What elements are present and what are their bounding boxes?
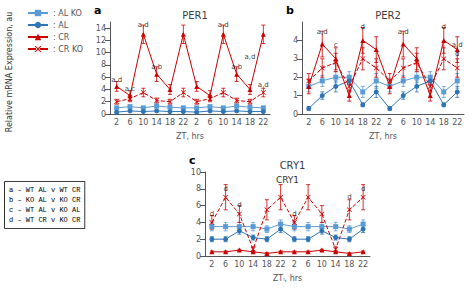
svg-text:14: 14: [248, 260, 258, 269]
svg-text:a – WT AL v WT CR: a – WT AL v WT CR: [9, 186, 81, 194]
svg-text:c: c: [334, 41, 338, 49]
svg-text:CRY1: CRY1: [276, 175, 299, 185]
svg-text:14: 14: [331, 260, 341, 269]
svg-text:d: d: [210, 210, 214, 218]
svg-text:12: 12: [96, 36, 106, 45]
svg-text:22: 22: [452, 118, 462, 127]
svg-text:2: 2: [114, 118, 119, 127]
svg-text:8: 8: [196, 184, 201, 193]
svg-text:22: 22: [371, 118, 381, 127]
svg-text:3: 3: [293, 54, 298, 63]
svg-text:2: 2: [194, 118, 199, 127]
svg-text:a,c: a,c: [125, 85, 136, 93]
svg-text:2: 2: [293, 73, 298, 82]
svg-text:d: d: [442, 23, 446, 31]
svg-text:10: 10: [138, 118, 148, 127]
svg-text:22: 22: [258, 118, 268, 127]
svg-text:10: 10: [234, 260, 244, 269]
svg-text:6: 6: [101, 73, 106, 82]
svg-text:: AL: : AL: [53, 21, 69, 30]
svg-text:18: 18: [439, 118, 449, 127]
svg-text:18: 18: [165, 118, 175, 127]
svg-text:0: 0: [293, 110, 298, 119]
svg-text:14: 14: [152, 118, 162, 127]
svg-text:14: 14: [344, 118, 354, 127]
svg-text:14: 14: [425, 118, 435, 127]
svg-text:10: 10: [412, 118, 422, 127]
svg-text:6: 6: [223, 260, 228, 269]
svg-text:2: 2: [209, 260, 214, 269]
svg-text:d: d: [223, 185, 227, 193]
svg-text:d: d: [361, 23, 365, 31]
svg-text:a,d: a,d: [258, 81, 269, 89]
svg-text:10: 10: [218, 118, 228, 127]
svg-text:b: b: [286, 4, 294, 17]
svg-text:4: 4: [196, 218, 201, 227]
svg-text:ZTᵢ, hrs: ZTᵢ, hrs: [273, 274, 302, 283]
svg-text:10: 10: [317, 260, 327, 269]
svg-text:4: 4: [293, 36, 298, 45]
svg-text:18: 18: [344, 260, 354, 269]
svg-text:d: d: [292, 210, 296, 218]
svg-text:2: 2: [196, 235, 201, 244]
svg-text:4: 4: [101, 85, 106, 94]
svg-text:14: 14: [232, 118, 242, 127]
svg-text:6: 6: [207, 118, 212, 127]
svg-text:: CR KO: : CR KO: [53, 45, 83, 54]
svg-text:2: 2: [292, 260, 297, 269]
svg-text:6: 6: [196, 201, 201, 210]
svg-text:0: 0: [196, 252, 201, 261]
svg-text:22: 22: [276, 260, 286, 269]
svg-text:10: 10: [96, 48, 106, 57]
svg-text:8: 8: [101, 60, 106, 69]
svg-text:: CR: : CR: [53, 33, 70, 42]
svg-text:22: 22: [358, 260, 368, 269]
svg-text:a,d: a,d: [111, 76, 122, 84]
svg-text:a: a: [94, 4, 101, 17]
svg-text:a,d: a,d: [138, 21, 149, 29]
svg-text:c: c: [189, 154, 196, 167]
svg-text:: AL KO: : AL KO: [53, 9, 82, 18]
svg-text:a,d: a,d: [218, 21, 229, 29]
svg-text:14: 14: [96, 24, 106, 33]
svg-text:PER2: PER2: [375, 10, 401, 21]
svg-text:2: 2: [101, 97, 106, 106]
svg-text:Relative mRNA Expression, au: Relative mRNA Expression, au: [5, 12, 14, 133]
svg-text:CRY1: CRY1: [280, 160, 306, 171]
svg-text:d: d: [361, 185, 365, 193]
svg-text:18: 18: [245, 118, 255, 127]
svg-text:a,d: a,d: [317, 28, 328, 36]
svg-text:2: 2: [387, 118, 392, 127]
svg-text:1: 1: [293, 91, 298, 100]
svg-text:a,d: a,d: [452, 41, 463, 49]
svg-text:6: 6: [127, 118, 132, 127]
svg-text:d: d: [347, 193, 351, 201]
svg-text:PER1: PER1: [182, 10, 208, 21]
svg-text:10: 10: [331, 118, 341, 127]
svg-text:a,d: a,d: [245, 53, 256, 61]
svg-text:a,b: a,b: [231, 63, 243, 71]
svg-text:18: 18: [262, 260, 272, 269]
svg-text:6: 6: [306, 260, 311, 269]
svg-text:ZT, hrs: ZT, hrs: [369, 132, 397, 141]
svg-text:a,b: a,b: [151, 63, 163, 71]
svg-text:d: d: [455, 50, 459, 58]
svg-text:2: 2: [306, 118, 311, 127]
svg-text:6: 6: [320, 118, 325, 127]
svg-text:10: 10: [191, 168, 201, 177]
svg-text:0: 0: [101, 110, 106, 119]
svg-text:22: 22: [178, 118, 188, 127]
svg-text:d – WT CR v KO CR: d – WT CR v KO CR: [9, 216, 81, 224]
svg-text:6: 6: [401, 118, 406, 127]
svg-text:b – KO AL v KO CR: b – KO AL v KO CR: [9, 196, 81, 204]
svg-text:a,d: a,d: [398, 28, 409, 36]
svg-text:ZT, hrs: ZT, hrs: [176, 132, 204, 141]
svg-text:18: 18: [358, 118, 368, 127]
svg-text:c – WT AL v KO AL: c – WT AL v KO AL: [9, 206, 80, 214]
svg-text:d: d: [237, 201, 241, 209]
